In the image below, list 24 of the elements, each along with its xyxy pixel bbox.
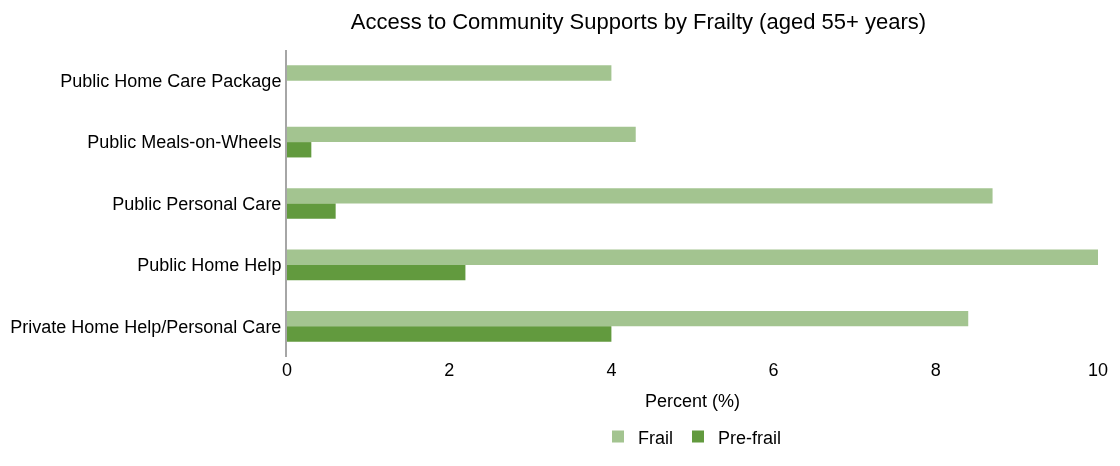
legend-label: Pre-frail <box>718 427 782 448</box>
bar <box>287 188 993 204</box>
chart-title: Access to Community Supports by Frailty (aged 55+ years) <box>350 9 927 35</box>
y-tick-label: Public Personal Care <box>112 193 282 214</box>
legend-label: Frail <box>638 427 673 448</box>
x-tick-label: 6 <box>768 360 779 380</box>
y-tick-label: Public Home Help <box>137 255 282 276</box>
x-tick-label: 2 <box>444 360 455 380</box>
y-tick-label: Public Home Care Package <box>60 71 282 91</box>
y-tick-label: Public Meals-on-Wheels <box>87 132 282 153</box>
bar <box>287 142 312 158</box>
bar <box>287 65 612 81</box>
bar <box>287 310 969 327</box>
bar <box>287 126 636 143</box>
y-tick-label: Private Home Help/Personal Care <box>10 316 282 337</box>
bar <box>287 264 466 281</box>
bar <box>287 249 1098 265</box>
x-axis-title: Percent (%) <box>644 391 741 412</box>
bar <box>287 203 336 219</box>
x-tick-label: 10 <box>1087 360 1109 380</box>
x-tick-label: 0 <box>281 360 293 380</box>
x-tick-label: 8 <box>930 360 941 380</box>
bar <box>287 326 612 342</box>
x-tick-label: 4 <box>606 360 617 380</box>
